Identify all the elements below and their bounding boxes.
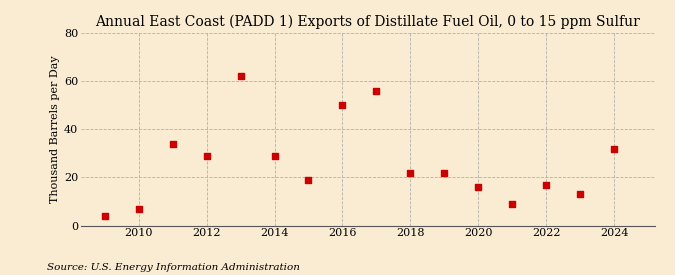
Point [574, 192, 585, 196]
Point [167, 141, 178, 146]
Y-axis label: Thousand Barrels per Day: Thousand Barrels per Day [50, 56, 60, 203]
Text: Source: U.S. Energy Information Administration: Source: U.S. Energy Information Administ… [47, 263, 300, 272]
Point [541, 182, 551, 187]
Point [609, 146, 620, 151]
Point [201, 153, 212, 158]
Point [235, 74, 246, 79]
Point [371, 89, 382, 93]
Point [472, 185, 483, 189]
Point [99, 214, 110, 218]
Title: Annual East Coast (PADD 1) Exports of Distillate Fuel Oil, 0 to 15 ppm Sulfur: Annual East Coast (PADD 1) Exports of Di… [95, 15, 641, 29]
Point [507, 202, 518, 206]
Point [303, 178, 314, 182]
Point [134, 207, 144, 211]
Point [337, 103, 348, 107]
Point [405, 170, 416, 175]
Point [269, 153, 280, 158]
Point [439, 170, 450, 175]
